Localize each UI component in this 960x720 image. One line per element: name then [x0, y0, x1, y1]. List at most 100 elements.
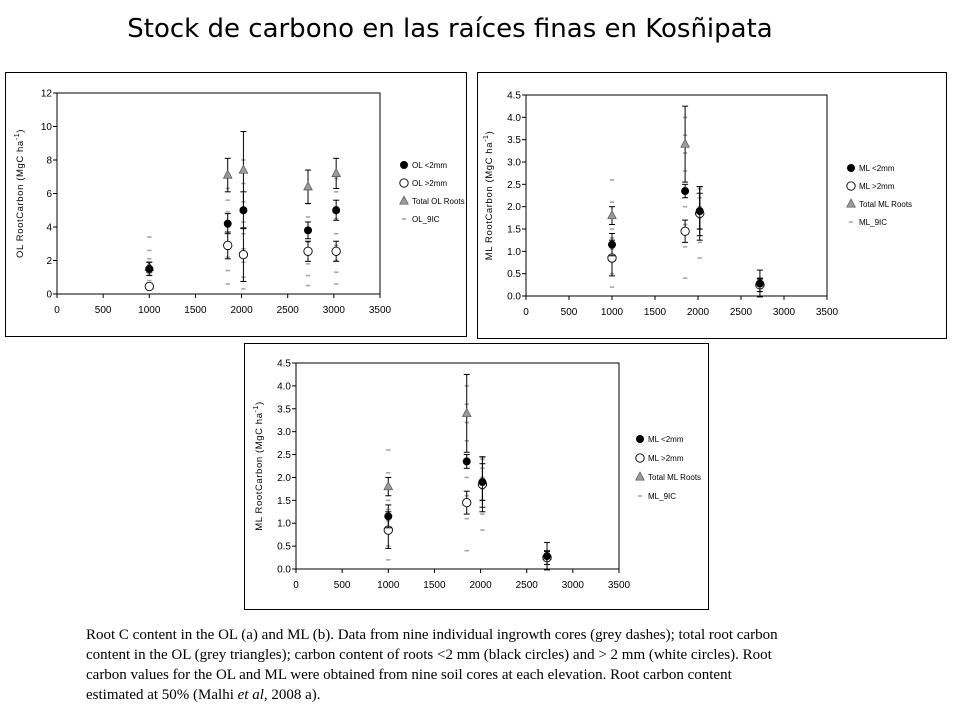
- chart-ml-root-carbon-bottom: 0 500 1000 1500 2000 2500 3000 3500 0.0 0.5 1.0 1.5…: [253, 359, 701, 592]
- x-tick-label: 500: [95, 305, 112, 316]
- y-axis-label-text: OL RootCarbon (MgC ha: [15, 140, 26, 258]
- caption-line-4-end: , 2008 a).: [263, 687, 321, 703]
- data-point: [303, 246, 313, 256]
- legend-label: Total OL Roots: [412, 197, 465, 206]
- legend: OL <2mm OL >2mm Total OL Roots OL_9IC: [399, 161, 465, 224]
- legend-label: Total ML Roots: [859, 200, 912, 209]
- legend-marker: [635, 471, 645, 481]
- legend-label: OL_9IC: [412, 215, 440, 224]
- data-point: [145, 264, 154, 273]
- x-tick-label: 1500: [423, 580, 446, 591]
- data-point: [543, 552, 552, 561]
- caption-line-4: estimated at 50% (Malhi et al, 2008 a).: [86, 687, 321, 703]
- y-axis-label: ML RootCarbon (MgC ha-1): [483, 131, 495, 261]
- data-point: [383, 480, 394, 491]
- legend-marker: [399, 178, 409, 188]
- series-ol-2mm: [144, 227, 341, 292]
- data-point: [755, 279, 764, 288]
- y-tick-label: 0.5: [507, 269, 521, 280]
- x-tick-label: 2000: [687, 307, 710, 318]
- y-tick-label: 0: [46, 290, 52, 301]
- x-tick-label: 2500: [730, 307, 753, 318]
- x-tick-label: 2500: [516, 580, 539, 591]
- x-tick-label: 1500: [644, 307, 667, 318]
- legend-label: Total ML Roots: [648, 473, 701, 482]
- data-point: [462, 497, 472, 508]
- data-point: [680, 138, 690, 148]
- x-tick-label: 3000: [562, 580, 585, 591]
- y-axis-label-text-end: ): [254, 401, 265, 405]
- x-tick-label: 1500: [184, 305, 207, 316]
- x-tick-label: 500: [334, 580, 351, 591]
- x-tick-label: 500: [561, 307, 578, 318]
- y-tick-label: 12: [41, 89, 53, 100]
- x-tick-label: 3500: [816, 307, 839, 318]
- y-axis-label-superscript: -1: [253, 405, 260, 412]
- chart-ml-root-carbon: 0 500 1000 1500 2000 2500 3000 3500 0.0 0.5 1.0 1.5…: [483, 91, 912, 319]
- y-tick-label: 4.0: [507, 113, 521, 124]
- caption-line-3: carbon values for the OL and ML were obt…: [86, 667, 732, 683]
- data-point: [384, 512, 393, 521]
- legend-marker: [846, 164, 855, 173]
- legend-marker: [846, 181, 856, 191]
- caption-line-4-start: estimated at 50% (Malhi: [86, 687, 238, 703]
- y-tick-label: 1.5: [277, 496, 291, 507]
- legend-label: ML >2mm: [859, 182, 895, 191]
- data-point: [695, 207, 704, 216]
- legend-label: ML <2mm: [859, 164, 895, 173]
- data-point: [331, 167, 342, 177]
- x-tick-label: 2000: [469, 580, 492, 591]
- y-axis-label-text: ML RootCarbon (MgC ha: [254, 412, 265, 530]
- y-tick-label: 0.5: [277, 542, 291, 553]
- plot-area: [295, 362, 620, 570]
- data-point: [332, 206, 341, 215]
- data-point: [238, 249, 249, 260]
- y-tick-label: 4.5: [507, 91, 521, 102]
- x-tick-label: 2500: [277, 305, 300, 316]
- legend-marker: [846, 198, 856, 208]
- caption-line-2: content in the OL (grey triangles); carb…: [86, 647, 772, 663]
- y-tick-label: 2.0: [277, 473, 291, 484]
- data-point: [222, 169, 233, 179]
- y-tick-label: 3.0: [507, 158, 521, 169]
- y-axis-label: ML RootCarbon (MgC ha-1): [253, 401, 265, 531]
- y-tick-label: 4.0: [277, 381, 291, 392]
- y-tick-label: 3.5: [507, 135, 521, 146]
- y-axis-label-text-end: ): [484, 131, 495, 135]
- x-tick-label: 0: [293, 580, 299, 591]
- x-tick-label: 2000: [230, 305, 253, 316]
- legend-label: OL <2mm: [412, 161, 447, 170]
- x-tick-label: 3000: [323, 305, 346, 316]
- caption-line-1: Root C content in the OL (a) and ML (b).…: [86, 627, 778, 643]
- legend-label: OL >2mm: [412, 179, 447, 188]
- data-point: [462, 457, 471, 466]
- x-tick-label: 3500: [369, 305, 392, 316]
- data-point: [223, 219, 232, 228]
- plot-area: [56, 92, 381, 295]
- slide-title: Stock de carbono en las raíces finas en …: [127, 14, 773, 44]
- y-axis-label-superscript: -1: [14, 133, 21, 140]
- legend-label: ML_9IC: [859, 218, 887, 227]
- data-point: [607, 209, 617, 220]
- x-tick-label: 1000: [377, 580, 400, 591]
- chart-panel-ml: 0 500 1000 1500 2000 2500 3000 3500 0.0 0.5 1.0 1.5…: [477, 72, 947, 339]
- legend-marker: [635, 453, 645, 463]
- y-tick-label: 4: [46, 223, 52, 234]
- plot-area: [525, 94, 828, 297]
- data-point: [607, 240, 616, 249]
- series-ol-2mm: [145, 191, 341, 277]
- legend-label: ML_9IC: [648, 492, 676, 501]
- data-point: [681, 187, 690, 196]
- legend-label: ML <2mm: [648, 435, 684, 444]
- legend-marker: [399, 195, 409, 205]
- x-tick-label: 1000: [601, 307, 624, 318]
- y-tick-label: 10: [41, 122, 53, 133]
- chart-panel-ml-bottom: 0 500 1000 1500 2000 2500 3000 3500 0.0 0.5 1.0 1.5…: [244, 343, 709, 610]
- series-ml-2mm: [384, 454, 552, 571]
- data-point: [304, 226, 313, 235]
- figure-caption: Root C content in the OL (a) and ML (b).…: [86, 625, 960, 705]
- x-tick-label: 1000: [138, 305, 161, 316]
- chart-ol-root-carbon: 0 500 1000 1500 2000 2500 3000 3500 0 2 4 6 8 10 12 OL …: [14, 89, 465, 317]
- y-tick-label: 2.5: [507, 180, 521, 191]
- y-axis-label: OL RootCarbon (MgC ha-1): [14, 129, 26, 258]
